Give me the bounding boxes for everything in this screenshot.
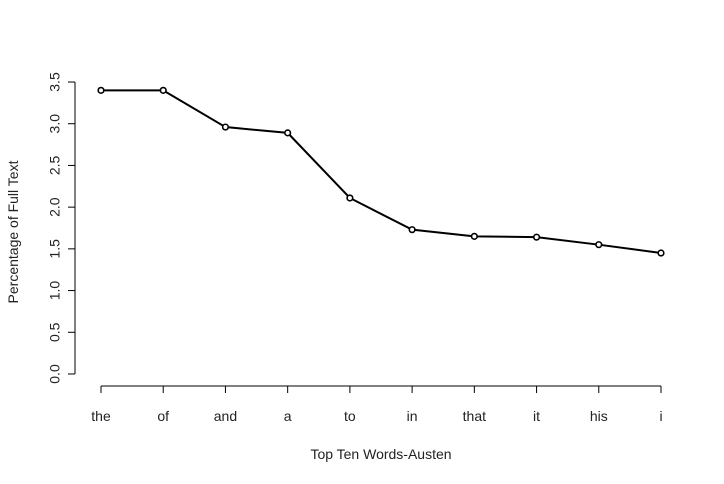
y-axis-tick-label: 1.5 <box>47 239 63 259</box>
x-axis-tick-label: and <box>214 408 237 424</box>
data-point <box>595 241 603 249</box>
x-axis-tick-label: his <box>590 408 608 424</box>
data-point <box>97 86 105 94</box>
data-point <box>532 233 541 241</box>
data-point <box>408 226 416 234</box>
x-axis-tick-label: i <box>659 408 662 424</box>
data-point <box>221 123 230 131</box>
x-axis-tick-label: a <box>284 408 292 424</box>
x-axis-tick-label: the <box>91 408 111 424</box>
y-axis-tick-label: 2.5 <box>47 155 63 175</box>
y-axis-tick-label: 1.0 <box>47 281 63 301</box>
x-axis-tick-label: of <box>157 408 169 424</box>
data-point <box>159 86 167 94</box>
x-axis-tick-label: in <box>407 408 418 424</box>
y-axis-tick-label: 0.0 <box>47 364 63 384</box>
data-point <box>284 129 292 137</box>
data-point <box>470 232 478 240</box>
x-axis-tick-label: that <box>463 408 486 424</box>
y-axis-tick-label: 3.0 <box>47 114 63 134</box>
x-axis-tick-label: to <box>344 408 356 424</box>
data-points <box>97 86 665 257</box>
y-axis-tick-label: 0.5 <box>47 322 63 342</box>
x-axis: the of and a to in that it his i <box>91 385 663 424</box>
series-line <box>101 89 662 255</box>
y-axis: 0.0 0.5 1.0 1.5 2.0 2.5 3.0 3.5 <box>47 72 76 384</box>
data-point <box>657 249 665 257</box>
data-point <box>346 194 354 202</box>
y-axis-title: Percentage of Full Text <box>5 160 21 303</box>
x-axis-tick-label: it <box>533 408 540 424</box>
y-axis-tick-label: 2.0 <box>47 197 63 217</box>
x-axis-title: Top Ten Words-Austen <box>310 446 451 462</box>
y-axis-tick-label: 3.5 <box>47 72 63 92</box>
